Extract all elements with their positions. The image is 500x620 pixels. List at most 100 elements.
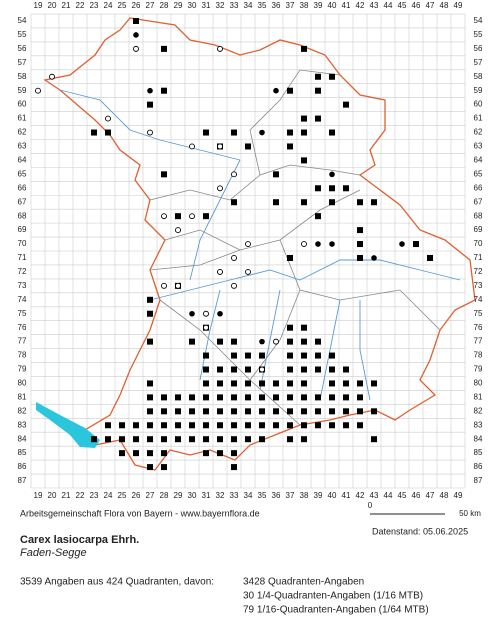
column-label: 49 [454, 1, 463, 10]
column-label: 40 [328, 491, 337, 500]
record-square [329, 73, 335, 80]
column-label: 28 [160, 1, 169, 10]
record-dot [259, 338, 265, 345]
record-circle [35, 87, 41, 94]
record-square [371, 436, 377, 443]
column-label: 37 [286, 1, 295, 10]
record-square [133, 436, 139, 443]
count: 3428 Quadranten-Angaben [243, 577, 364, 588]
column-label: 23 [90, 491, 99, 500]
row-label: 76 [18, 323, 27, 332]
record-square [357, 241, 363, 248]
record-square [357, 254, 363, 261]
record-dot [273, 87, 279, 94]
record-circle [175, 282, 181, 289]
column-label: 42 [356, 1, 365, 10]
record-square [231, 380, 237, 387]
record-square [329, 380, 335, 387]
record-square [161, 394, 167, 401]
record-circle [217, 143, 223, 150]
column-label: 37 [286, 491, 295, 500]
record-square [301, 408, 307, 415]
row-label: 71 [18, 253, 27, 262]
record-square [329, 422, 335, 429]
column-label: 38 [300, 491, 309, 500]
record-square [287, 143, 293, 150]
record-circle [175, 227, 181, 234]
row-label: 58 [18, 72, 27, 81]
row-label: 59 [474, 86, 483, 95]
row-label: 83 [18, 420, 27, 429]
record-dot [371, 199, 377, 206]
row-label: 70 [474, 239, 483, 248]
record-dot [259, 129, 265, 136]
record-square [161, 45, 167, 52]
row-label: 65 [474, 169, 483, 178]
column-label: 20 [48, 491, 57, 500]
column-label: 41 [342, 491, 351, 500]
record-square [301, 324, 307, 331]
row-label: 64 [474, 156, 483, 165]
column-label: 36 [272, 491, 281, 500]
row-label: 66 [474, 183, 483, 192]
record-square [133, 450, 139, 457]
record-square [287, 366, 293, 373]
record-square [147, 394, 153, 401]
record-dot [371, 255, 377, 261]
row-label: 74 [474, 295, 483, 304]
record-square [203, 380, 209, 387]
record-circle [245, 268, 251, 275]
record-square [245, 436, 251, 443]
record-square [427, 254, 433, 261]
record-circle [161, 282, 167, 289]
record-square [133, 422, 139, 429]
record-square [147, 310, 153, 317]
record-square [287, 352, 293, 359]
record-square [343, 380, 349, 387]
row-label: 59 [18, 86, 27, 95]
record-square [315, 422, 321, 429]
row-label: 82 [18, 406, 27, 415]
column-label: 38 [300, 1, 309, 10]
record-square [147, 408, 153, 415]
row-label: 78 [474, 351, 483, 360]
row-label: 85 [474, 448, 483, 457]
record-square [161, 450, 167, 457]
record-square [301, 45, 307, 52]
record-circle [301, 241, 307, 247]
record-square [287, 380, 293, 387]
record-square [91, 436, 97, 443]
record-square [315, 115, 321, 122]
row-label: 73 [474, 281, 483, 290]
column-label: 34 [244, 1, 253, 10]
record-square [161, 408, 167, 415]
record-square [259, 422, 265, 429]
record-square [273, 394, 279, 401]
record-square [329, 199, 335, 206]
species: Carex lasiocarpa Ehrh. [20, 534, 139, 546]
row-label: 62 [18, 128, 27, 137]
record-square [147, 450, 153, 457]
record-circle [189, 213, 195, 220]
record-square [175, 436, 181, 443]
column-label: 47 [426, 1, 435, 10]
record-square [357, 380, 363, 387]
record-square [161, 422, 167, 429]
record-square [231, 436, 237, 443]
column-label: 31 [202, 491, 211, 500]
row-label: 54 [474, 16, 483, 25]
record-square [315, 213, 321, 220]
column-label: 34 [244, 491, 253, 500]
row-label: 87 [474, 476, 483, 485]
column-label: 21 [62, 1, 71, 10]
record-square [273, 422, 279, 429]
count: 79 1/16-Quadranten-Angaben (1/64 MTB) [243, 605, 429, 616]
row-label: 81 [474, 392, 483, 401]
record-square [315, 73, 321, 80]
column-label: 21 [62, 491, 71, 500]
record-square [147, 296, 153, 303]
record-square [217, 422, 223, 429]
record-square [147, 338, 153, 345]
record-square [259, 436, 265, 443]
